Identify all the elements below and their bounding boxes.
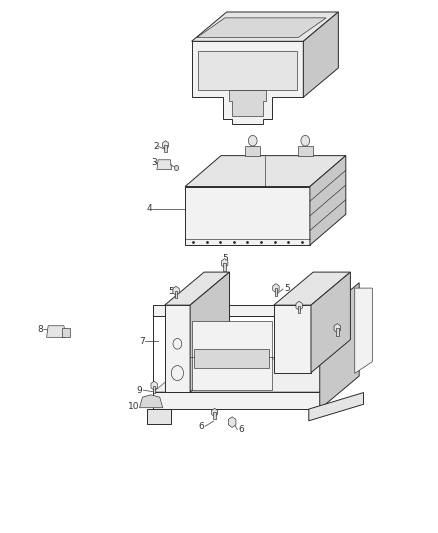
Polygon shape [190, 272, 230, 392]
Circle shape [301, 135, 310, 146]
Polygon shape [191, 12, 338, 42]
Polygon shape [296, 301, 302, 310]
Polygon shape [311, 272, 350, 373]
Polygon shape [46, 326, 66, 337]
Circle shape [248, 135, 257, 146]
Polygon shape [147, 409, 171, 424]
Circle shape [174, 165, 179, 171]
Text: 4: 4 [147, 205, 152, 213]
Polygon shape [191, 42, 303, 124]
Polygon shape [273, 284, 279, 293]
Text: 10: 10 [128, 402, 139, 410]
Polygon shape [222, 259, 228, 268]
Text: 7: 7 [139, 337, 145, 345]
Polygon shape [228, 417, 236, 427]
Polygon shape [157, 160, 172, 169]
Text: 5: 5 [284, 285, 290, 293]
Polygon shape [298, 306, 300, 313]
Polygon shape [229, 90, 266, 117]
Polygon shape [274, 272, 350, 305]
Text: 6: 6 [198, 422, 204, 431]
Polygon shape [334, 324, 340, 333]
Polygon shape [165, 272, 230, 305]
Polygon shape [162, 141, 169, 149]
Polygon shape [197, 18, 326, 37]
Text: 3: 3 [151, 158, 157, 167]
Polygon shape [185, 187, 310, 245]
Polygon shape [192, 321, 272, 390]
Polygon shape [212, 408, 218, 417]
Polygon shape [173, 286, 179, 295]
Polygon shape [355, 288, 372, 373]
Polygon shape [303, 12, 338, 97]
Text: 6: 6 [238, 425, 244, 434]
Text: 5: 5 [344, 328, 350, 337]
Polygon shape [140, 395, 162, 408]
Polygon shape [245, 146, 260, 156]
Text: 8: 8 [37, 325, 43, 334]
Polygon shape [153, 305, 320, 316]
Polygon shape [153, 392, 320, 409]
Polygon shape [336, 328, 339, 336]
Polygon shape [185, 156, 346, 187]
Polygon shape [213, 413, 216, 419]
Polygon shape [164, 145, 167, 152]
Polygon shape [274, 305, 311, 373]
Polygon shape [165, 305, 190, 392]
Polygon shape [309, 392, 364, 421]
Text: 1: 1 [280, 85, 286, 93]
Polygon shape [153, 386, 155, 393]
Text: 5: 5 [169, 287, 174, 296]
Text: 9: 9 [137, 386, 142, 394]
Polygon shape [62, 328, 70, 337]
Polygon shape [310, 156, 346, 245]
Text: 5: 5 [306, 303, 311, 311]
Polygon shape [153, 359, 359, 392]
Polygon shape [198, 51, 297, 90]
Text: 2: 2 [153, 142, 159, 150]
Polygon shape [151, 381, 157, 390]
Polygon shape [175, 291, 177, 298]
Polygon shape [320, 282, 359, 409]
Polygon shape [275, 288, 277, 296]
Polygon shape [223, 263, 226, 271]
Text: 5: 5 [222, 254, 228, 263]
Polygon shape [297, 146, 313, 156]
Polygon shape [194, 349, 269, 368]
